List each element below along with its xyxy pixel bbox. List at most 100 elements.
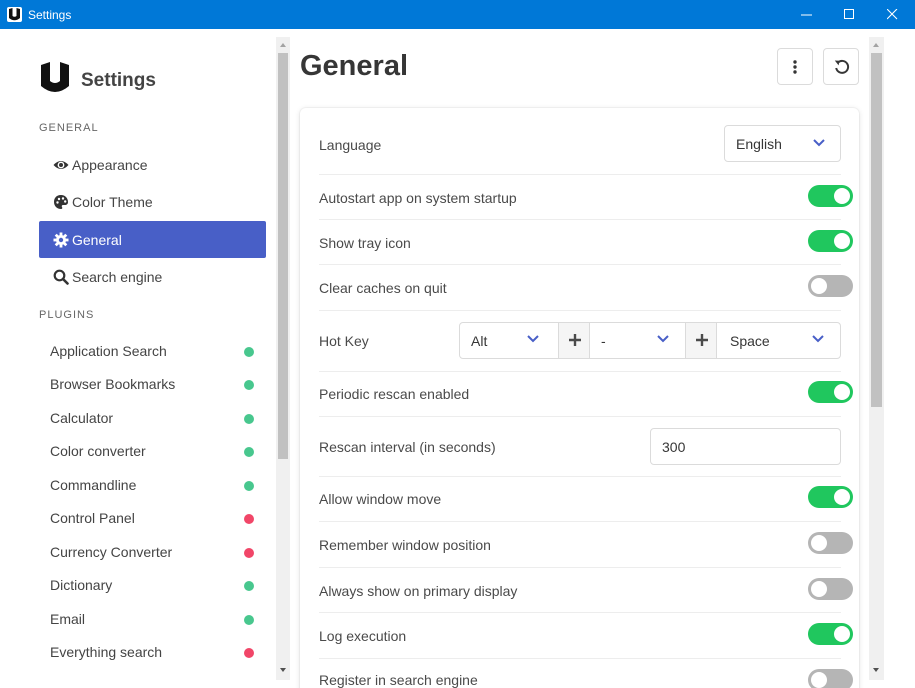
app-icon [7, 7, 22, 22]
window-title: Settings [28, 8, 72, 22]
nav-item-appearance[interactable]: Appearance [39, 146, 266, 183]
maximize-button[interactable] [828, 0, 872, 29]
chevron-down-icon [813, 139, 825, 147]
remember-position-toggle[interactable] [808, 532, 853, 554]
setting-label: Language [319, 137, 382, 153]
setting-label: Log execution [319, 628, 407, 644]
setting-row-primary-display: Always show on primary display [319, 568, 853, 613]
autostart-toggle[interactable] [808, 185, 853, 207]
setting-row-periodic-rescan: Periodic rescan enabled [319, 372, 853, 417]
window-move-toggle[interactable] [808, 486, 853, 508]
nav-item-color-theme[interactable]: Color Theme [39, 183, 266, 220]
language-select[interactable]: English [724, 125, 841, 162]
section-label-general: GENERAL [39, 122, 99, 134]
scrollbar-thumb[interactable] [871, 53, 882, 407]
main-scrollbar[interactable] [869, 37, 884, 680]
status-dot [244, 481, 254, 491]
select-value: Alt [471, 333, 488, 349]
hotkey-key-select[interactable]: Space [719, 323, 840, 358]
toggle-knob [834, 626, 850, 642]
close-icon [887, 9, 898, 20]
plugin-item-color-converter[interactable]: Color converter [39, 435, 266, 468]
primary-display-toggle[interactable] [808, 578, 853, 600]
palette-icon [54, 195, 68, 209]
log-execution-toggle[interactable] [808, 623, 853, 645]
more-vertical-icon [793, 60, 797, 74]
setting-row-autostart: Autostart app on system startup [319, 175, 853, 220]
tray-icon-toggle[interactable] [808, 230, 853, 252]
search-icon [53, 269, 69, 285]
nav-label: Appearance [72, 157, 148, 173]
chevron-down-icon [812, 335, 824, 343]
setting-label: Hot Key [319, 333, 369, 349]
hotkey-modifier2-select[interactable]: - [590, 323, 685, 358]
setting-label: Allow window move [319, 491, 442, 507]
scroll-down-arrow[interactable] [280, 668, 286, 672]
sidebar: Settings GENERAL Appearance Color Theme … [0, 29, 276, 688]
setting-row-remember-position: Remember window position [319, 522, 853, 568]
gear-icon [53, 232, 69, 248]
nav-item-general[interactable]: General [39, 221, 266, 258]
plugin-item-dictionary[interactable]: Dictionary [39, 569, 266, 602]
status-dot [244, 414, 254, 424]
undo-icon [834, 59, 850, 74]
hotkey-group: Alt - Space [459, 322, 841, 359]
setting-label: Register in search engine [319, 672, 478, 688]
periodic-rescan-toggle[interactable] [808, 381, 853, 403]
nav-item-search-engine[interactable]: Search engine [39, 258, 266, 295]
hotkey-modifier1-select[interactable]: Alt [460, 323, 560, 358]
plugin-label: Control Panel [50, 510, 135, 526]
setting-row-window-move: Allow window move [319, 477, 853, 522]
app-logo-icon [41, 62, 69, 92]
toggle-knob [811, 278, 827, 294]
plugin-item-application-search[interactable]: Application Search [39, 335, 266, 368]
brand-title: Settings [81, 70, 156, 91]
plugin-item-control-panel[interactable]: Control Panel [39, 502, 266, 535]
scroll-up-arrow[interactable] [280, 43, 286, 47]
reset-button[interactable] [823, 48, 859, 85]
plugin-item-calculator[interactable]: Calculator [39, 402, 266, 435]
scrollbar-thumb[interactable] [278, 53, 288, 459]
scroll-up-arrow[interactable] [873, 43, 879, 47]
minimize-button[interactable] [785, 0, 829, 29]
plugin-item-email[interactable]: Email [39, 603, 266, 636]
nav-label: Color Theme [72, 194, 153, 210]
toggle-knob [834, 233, 850, 249]
scroll-down-arrow[interactable] [873, 668, 879, 672]
eye-icon [53, 161, 69, 169]
plugin-label: Calculator [50, 410, 114, 426]
plugin-label: Dictionary [50, 577, 113, 593]
sidebar-scrollbar[interactable] [276, 37, 290, 680]
plugin-item-currency-converter[interactable]: Currency Converter [39, 536, 266, 569]
close-button[interactable] [871, 0, 915, 29]
section-label-plugins: PLUGINS [39, 309, 95, 321]
chevron-down-icon [657, 335, 669, 343]
plugin-item-everything-search[interactable]: Everything search [39, 636, 266, 669]
setting-row-rescan-interval: Rescan interval (in seconds) 300 [319, 428, 841, 477]
rescan-interval-input[interactable]: 300 [650, 428, 841, 465]
plugin-item-browser-bookmarks[interactable]: Browser Bookmarks [39, 368, 266, 401]
status-dot [244, 447, 254, 457]
chevron-down-icon [527, 335, 539, 343]
plugin-label: Everything search [50, 644, 163, 660]
status-dot [244, 648, 254, 658]
title-bar: Settings [0, 0, 915, 29]
select-value: Space [730, 333, 770, 349]
input-value: 300 [662, 439, 686, 455]
toggle-knob [811, 672, 827, 688]
toggle-knob [834, 188, 850, 204]
minimize-icon [801, 14, 812, 16]
more-options-button[interactable] [777, 48, 813, 85]
status-dot [244, 581, 254, 591]
plugin-item-commandline[interactable]: Commandline [39, 469, 266, 502]
toggle-knob [834, 384, 850, 400]
plus-icon [696, 334, 708, 346]
register-shortcut-toggle[interactable] [808, 669, 853, 688]
plugin-label: Application Search [50, 343, 167, 359]
clear-caches-toggle[interactable] [808, 275, 853, 297]
select-value: - [601, 333, 606, 349]
plugin-label: Browser Bookmarks [50, 376, 176, 392]
setting-label: Show tray icon [319, 235, 411, 251]
status-dot [244, 615, 254, 625]
plus-icon [569, 334, 581, 346]
